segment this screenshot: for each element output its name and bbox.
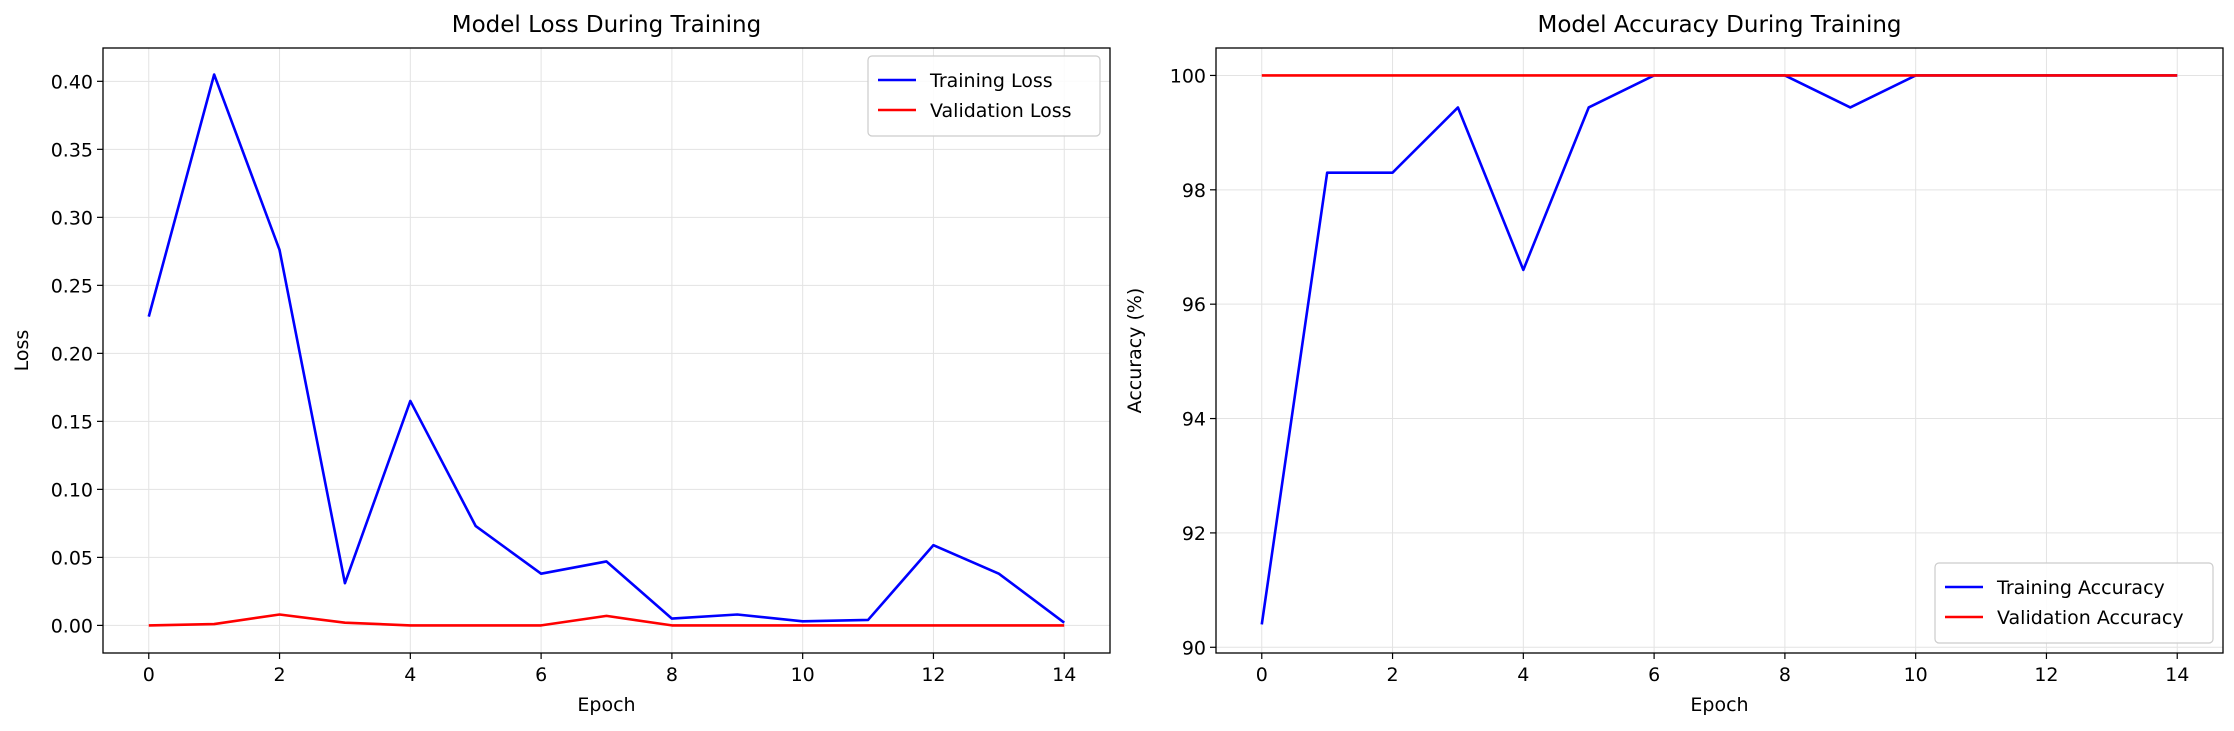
y-tick-label: 0.25: [51, 275, 93, 297]
x-tick-label: 12: [2034, 664, 2058, 686]
x-tick-label: 12: [921, 664, 945, 686]
x-tick-label: 14: [2165, 664, 2189, 686]
y-tick-label: 0.20: [51, 343, 93, 365]
y-tick-label: 0.10: [51, 479, 93, 501]
x-tick-label: 6: [1648, 664, 1660, 686]
y-tick-label: 0.35: [51, 139, 93, 161]
x-tick-label: 8: [666, 664, 678, 686]
x-tick-label: 10: [1904, 664, 1928, 686]
legend-box: [867, 55, 1101, 137]
series-line-0: [147, 73, 1066, 624]
y-tick-label: 100: [1170, 65, 1206, 87]
legend-label-1: Validation Loss: [930, 100, 1072, 122]
chart-title: Model Accuracy During Training: [1537, 12, 1901, 38]
legend: Training Loss Validation Loss: [867, 55, 1101, 137]
y-tick-label: 0.30: [51, 207, 93, 229]
y-axis-label: Loss: [11, 330, 33, 372]
y-tick-label: 0.15: [51, 411, 93, 433]
y-axis-label: Accuracy (%): [1124, 288, 1146, 414]
x-tick-label: 2: [1387, 664, 1399, 686]
x-tick-label: 10: [791, 664, 815, 686]
y-tick-label: 92: [1182, 523, 1206, 545]
y-tick-label: 0.40: [51, 71, 93, 93]
y-tick-label: 96: [1182, 294, 1206, 316]
legend-box: [1934, 562, 2214, 644]
x-tick-label: 4: [404, 664, 416, 686]
x-tick-label: 8: [1779, 664, 1791, 686]
chart-panel-0: 0 2 4 6 8 10 12 14 0.00 0.05 0.10 0.15 0.20 0.25 0.30 0…: [11, 12, 1111, 716]
y-tick-label: 98: [1182, 180, 1206, 202]
axes-frame: [1215, 47, 2224, 654]
y-tick-label: 90: [1182, 637, 1206, 659]
x-tick-label: 4: [1517, 664, 1529, 686]
x-axis-label: Epoch: [577, 694, 635, 716]
x-axis-label: Epoch: [1690, 694, 1748, 716]
chart-title: Model Loss During Training: [452, 12, 762, 38]
chart-panel-1: 0 2 4 6 8 10 12 14 90 92 94 96 98 100 Model Accuracy D…: [1124, 12, 2224, 716]
legend-label-0: Training Accuracy: [1996, 577, 2165, 599]
y-tick-label: 0.05: [51, 547, 93, 569]
y-tick-label: 94: [1182, 409, 1206, 431]
x-tick-label: 14: [1052, 664, 1076, 686]
series-line-1: [148, 613, 1065, 627]
x-tick-label: 2: [274, 664, 286, 686]
x-tick-label: 0: [143, 664, 155, 686]
legend: Training Accuracy Validation Accuracy: [1934, 562, 2214, 644]
y-tick-label: 0.00: [51, 615, 93, 637]
legend-label-0: Training Loss: [929, 70, 1053, 92]
axes-frame: [102, 47, 1111, 654]
x-tick-label: 6: [535, 664, 547, 686]
legend-label-1: Validation Accuracy: [1997, 607, 2184, 629]
x-tick-label: 0: [1256, 664, 1268, 686]
